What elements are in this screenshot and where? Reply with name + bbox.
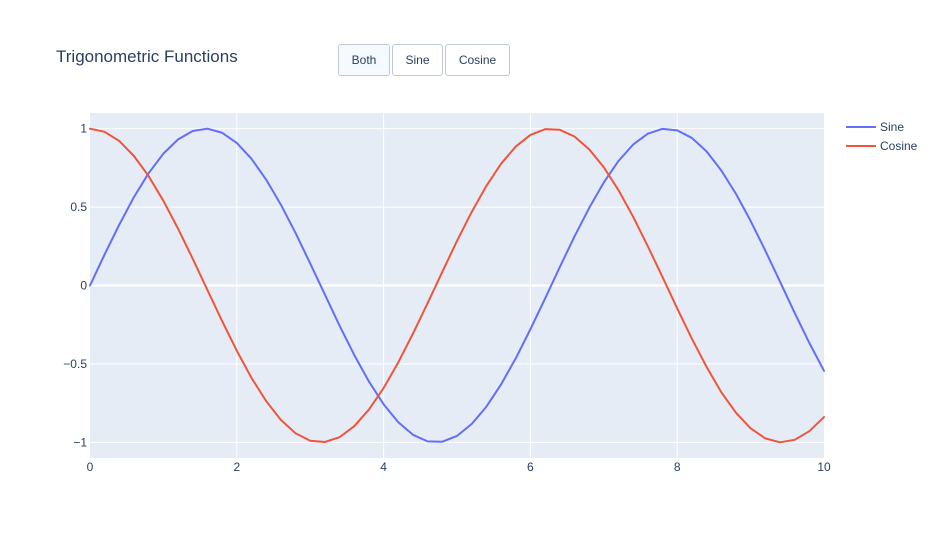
x-tick-label: 4 bbox=[380, 460, 387, 474]
y-tick-label: 0 bbox=[80, 279, 87, 293]
chart-title: Trigonometric Functions bbox=[56, 47, 238, 66]
legend-item-cosine[interactable]: Cosine bbox=[846, 139, 918, 153]
both-button[interactable]: Both bbox=[338, 44, 390, 76]
series-line-sine bbox=[89, 127, 825, 443]
x-tick-label: 0 bbox=[87, 460, 94, 474]
legend-label: Cosine bbox=[880, 139, 918, 153]
legend-item-sine[interactable]: Sine bbox=[846, 120, 904, 134]
y-tick-label: −0.5 bbox=[63, 357, 87, 371]
grid-lines bbox=[90, 113, 824, 458]
y-tick-label: −1 bbox=[73, 435, 87, 449]
y-tick-label: 0.5 bbox=[70, 200, 87, 214]
series-line-cosine bbox=[89, 127, 825, 444]
x-tick-label: 10 bbox=[817, 460, 831, 474]
trace-toggle-buttons: Both Sine Cosine bbox=[338, 44, 510, 76]
x-tick-label: 8 bbox=[674, 460, 681, 474]
sine-button[interactable]: Sine bbox=[392, 44, 443, 76]
series-lines bbox=[89, 127, 825, 444]
cosine-button[interactable]: Cosine bbox=[445, 44, 510, 76]
x-tick-label: 2 bbox=[233, 460, 240, 474]
y-tick-label: 1 bbox=[80, 122, 87, 136]
x-tick-label: 6 bbox=[527, 460, 534, 474]
x-axis-ticks: 0 2 4 6 8 10 bbox=[87, 460, 831, 474]
legend-label: Sine bbox=[880, 120, 904, 134]
legend[interactable]: Sine Cosine bbox=[846, 120, 918, 153]
y-axis-ticks: −1 −0.5 0 0.5 1 bbox=[63, 122, 87, 450]
